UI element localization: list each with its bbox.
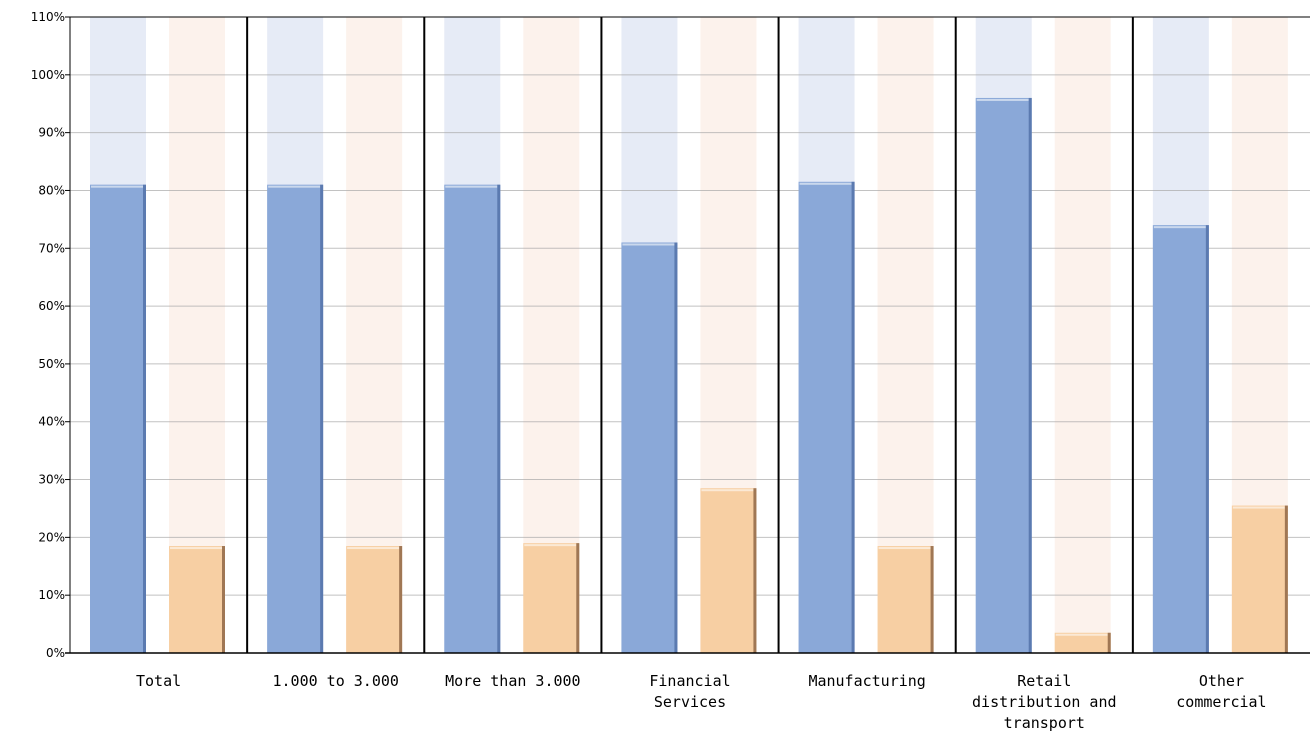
x-axis-category-labels: Total 1.000 to 3.000 More than 3.000 Financ… bbox=[136, 672, 1267, 732]
category-label-line: 1.000 to 3.000 bbox=[272, 672, 398, 690]
bar bbox=[877, 546, 934, 653]
category-label: Other commercial bbox=[1176, 672, 1266, 711]
bar-shade bbox=[399, 546, 403, 653]
category-label: Manufacturing bbox=[808, 672, 925, 690]
bar bbox=[1054, 632, 1111, 653]
category-label: More than 3.000 bbox=[445, 672, 580, 690]
bar-highlight bbox=[445, 185, 498, 188]
y-tick-label: 60% bbox=[38, 299, 65, 313]
bar-shade bbox=[143, 184, 146, 653]
background-bar bbox=[1054, 17, 1111, 653]
y-tick-label: 40% bbox=[38, 415, 65, 429]
category-label-line: Services bbox=[654, 693, 726, 711]
bar-shade bbox=[1284, 505, 1288, 653]
bar-highlight bbox=[268, 185, 321, 188]
bar-shade bbox=[576, 543, 580, 653]
y-tick-label: 20% bbox=[38, 530, 65, 544]
bar bbox=[798, 181, 855, 654]
bar-shade bbox=[851, 181, 855, 654]
bar bbox=[444, 184, 501, 653]
bar-highlight bbox=[1232, 506, 1285, 509]
bar-highlight bbox=[799, 182, 852, 185]
category-label: Total bbox=[136, 672, 181, 690]
bar bbox=[1231, 505, 1288, 653]
bar-shade bbox=[320, 184, 324, 653]
bar bbox=[169, 546, 225, 653]
y-tick-label: 90% bbox=[38, 126, 65, 140]
bar bbox=[621, 242, 678, 653]
y-axis-tick-labels: 0% 10% 20% 30% 40% 50% 60% 70% 80% 90% 100% 110% bbox=[31, 10, 65, 660]
bar-highlight bbox=[622, 243, 675, 246]
bar-highlight bbox=[701, 489, 754, 492]
category-label-line: Financial bbox=[649, 672, 730, 690]
bar-highlight bbox=[1153, 226, 1206, 229]
category-label-line: transport bbox=[1004, 714, 1085, 732]
category-label: Retail distribution and transport bbox=[972, 672, 1117, 732]
y-tick-label: 100% bbox=[31, 68, 65, 82]
bar-shade bbox=[930, 546, 934, 653]
bar bbox=[975, 97, 1032, 654]
bar bbox=[90, 184, 146, 653]
category-label-line: Manufacturing bbox=[808, 672, 925, 690]
bars bbox=[90, 97, 1288, 654]
category-label-line: commercial bbox=[1176, 693, 1266, 711]
bar-shade bbox=[1028, 97, 1032, 654]
category-label-line: Other bbox=[1199, 672, 1244, 690]
category-label-line: Total bbox=[136, 672, 181, 690]
bar-shade bbox=[753, 488, 757, 653]
bar bbox=[346, 546, 403, 653]
axes bbox=[65, 16, 1310, 654]
y-tick-label: 80% bbox=[38, 183, 65, 197]
bar bbox=[700, 488, 757, 653]
bar-highlight bbox=[347, 547, 400, 550]
category-label: Financial Services bbox=[649, 672, 730, 711]
category-label-line: More than 3.000 bbox=[445, 672, 580, 690]
gridlines bbox=[70, 74, 1310, 596]
category-label-line: Retail bbox=[1017, 672, 1071, 690]
category-label-line: distribution and bbox=[972, 693, 1117, 711]
y-tick-label: 70% bbox=[38, 241, 65, 255]
y-tick-label: 0% bbox=[46, 646, 65, 660]
y-tick-label: 10% bbox=[38, 588, 65, 602]
bar-shade bbox=[1107, 632, 1111, 653]
y-tick-label: 110% bbox=[31, 10, 65, 24]
bar-shade bbox=[1205, 225, 1209, 654]
category-label: 1.000 to 3.000 bbox=[272, 672, 398, 690]
bar-highlight bbox=[976, 98, 1029, 101]
bar-highlight bbox=[91, 185, 143, 188]
bar bbox=[523, 543, 580, 653]
y-tick-label: 30% bbox=[38, 473, 65, 487]
y-tick-label: 50% bbox=[38, 357, 65, 371]
bar-highlight bbox=[878, 547, 931, 550]
bar bbox=[1152, 225, 1209, 654]
category-separators bbox=[246, 17, 1134, 653]
bar-shade bbox=[674, 242, 678, 653]
bar bbox=[267, 184, 324, 653]
bar-highlight bbox=[524, 544, 577, 547]
bar-highlight bbox=[170, 547, 222, 550]
bar-shade bbox=[222, 546, 225, 653]
bar-shade bbox=[497, 184, 501, 653]
bar-highlight bbox=[1055, 633, 1108, 636]
